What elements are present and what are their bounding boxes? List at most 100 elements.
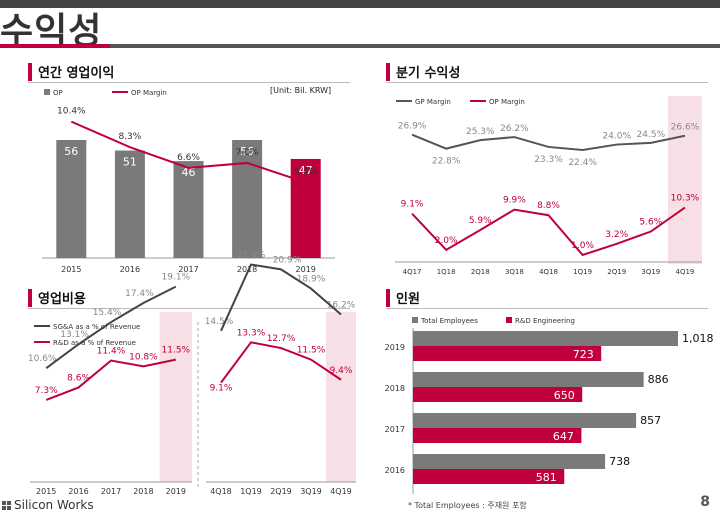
quarterly-tick-label: 4Q17 (403, 268, 422, 276)
legend-quarterly-op-margin-label: OP Margin (489, 98, 525, 106)
headcount-total-bar (413, 331, 678, 346)
opex-annual-rd-label: 10.8% (129, 352, 158, 362)
legend-sga-label: SG&A as a % of Revenue (53, 323, 140, 331)
opex-annual-rd-line (45, 358, 177, 401)
legend-rd-label: R&D as a % of Revenue (53, 339, 136, 347)
quarterly-tick-label: 2Q18 (471, 268, 490, 276)
annual-tick-label: 2015 (61, 265, 81, 274)
quarterly-tick-label: 3Q19 (641, 268, 660, 276)
annual-margin-label: 7.0% (236, 148, 259, 158)
quarterly-op-label: 9.9% (503, 196, 526, 206)
quarterly-gp-label: 24.0% (602, 132, 631, 142)
annual-bar-label: 47 (299, 164, 313, 177)
headcount-rd-label: 723 (573, 348, 594, 361)
section-title-annual-text: 연간 영업이익 (38, 66, 115, 81)
quarterly-op-label: 9.1% (401, 200, 424, 210)
opex-annual-rd-label: 8.6% (67, 373, 90, 383)
annual-tick-label: 2016 (120, 265, 140, 274)
quarterly-tick-label: 4Q18 (539, 268, 558, 276)
headcount-rd-bar (413, 346, 602, 361)
opex-quarterly-tick-label: 1Q19 (240, 487, 262, 496)
opex-annual-sga-label: 19.1% (162, 273, 191, 283)
panel-divider (386, 308, 708, 309)
legend-op-margin-label: OP Margin (131, 89, 167, 97)
opex-quarterly-sga-label: 14.5% (205, 317, 234, 327)
opex-quarterly-tick-label: 2Q19 (270, 487, 292, 496)
quarterly-op-label: 8.8% (537, 201, 560, 211)
quarterly-tick-label: 2Q19 (607, 268, 626, 276)
headcount-total-label: 886 (648, 373, 669, 386)
opex-annual-rd-label: 7.3% (35, 386, 58, 396)
legend-gp-margin-label: GP Margin (415, 98, 451, 106)
annual-margin-label: 10.4% (57, 107, 86, 117)
panel-divider (28, 308, 350, 309)
headcount-year-label: 2016 (385, 466, 405, 475)
headcount-rd-label: 581 (536, 471, 557, 484)
quarterly-highlight (667, 96, 702, 264)
annual-bar (290, 158, 321, 258)
quarterly-op-label: 3.2% (605, 230, 628, 240)
legend-total-employees-label: Total Employees (420, 317, 478, 325)
opex-quarterly-sga-label: 20.9% (273, 255, 302, 265)
annual-margin-label: 5.4% (294, 167, 317, 177)
legend-op-swatch (44, 89, 50, 95)
quarterly-tick-label: 3Q18 (505, 268, 524, 276)
quarterly-tick-label: 1Q19 (573, 268, 592, 276)
legend-total-employees-swatch (412, 317, 418, 323)
opex-quarterly-rd-label: 9.4% (330, 366, 353, 376)
opex-quarterly-sga-label: 21.4% (237, 251, 266, 261)
legend-rd-engineering-swatch (506, 317, 512, 323)
quarterly-gp-label: 24.5% (637, 130, 666, 140)
opex-quarterly-rd-label: 12.7% (267, 334, 296, 344)
headcount-rd-bar (413, 469, 565, 484)
opex-annual-tick-label: 2019 (166, 487, 186, 496)
headcount-total-bar (413, 454, 606, 469)
annual-bar (232, 140, 263, 258)
quarterly-tick-label: 4Q19 (676, 268, 695, 276)
opex-quarterly-rd-label: 9.1% (210, 384, 233, 394)
annual-margin-label: 6.6% (177, 153, 200, 163)
annual-tick-label: 2017 (178, 265, 198, 274)
headcount-year-label: 2017 (385, 425, 405, 434)
opex-annual-rd-label: 11.5% (162, 346, 191, 356)
section-marker (386, 62, 390, 81)
opex-quarterly-sga-line (220, 263, 342, 332)
headcount-year-label: 2018 (385, 384, 405, 393)
quarterly-gp-label: 22.8% (432, 157, 461, 167)
opex-quarterly-sga-label: 16.2% (327, 300, 356, 310)
quarterly-gp-label: 23.3% (534, 155, 563, 165)
annual-bar (114, 150, 145, 258)
quarterly-op-label: 10.3% (671, 194, 700, 204)
logo-text: Silicon Works (14, 498, 94, 512)
quarterly-gp-line (411, 133, 686, 152)
headcount-total-bar (413, 413, 637, 428)
opex-quarterly-sga-label: 18.9% (297, 275, 326, 285)
page-number: 8 (700, 494, 710, 510)
quarterly-op-line (411, 206, 686, 257)
opex-annual-tick-label: 2017 (101, 487, 121, 496)
logo-grid-icon (2, 500, 11, 510)
legend-rd-engineering-label: R&D Engineering (515, 317, 575, 325)
headcount-total-label: 738 (609, 455, 630, 468)
quarterly-gp-label: 26.6% (671, 123, 700, 133)
opex-annual-sga-label: 17.4% (125, 289, 154, 299)
opex-quarterly-rd-label: 13.3% (237, 328, 266, 338)
footnote: * Total Employees : 주재원 포함 (408, 501, 527, 510)
quarterly-gp-label: 26.9% (398, 122, 427, 132)
company-logo: Silicon Works (2, 498, 94, 512)
panel-divider (386, 82, 708, 83)
opex-annual-sga-line (45, 285, 177, 370)
annual-margin-label: 8.3% (118, 132, 141, 142)
annual-tick-label: 2018 (237, 265, 257, 274)
opex-quarterly-rd-label: 11.5% (297, 346, 326, 356)
quarterly-gp-label: 26.2% (500, 124, 529, 134)
title-underline (0, 44, 720, 48)
annual-bar-label: 56 (240, 145, 254, 158)
section-title-annual: 연간 영업이익 (28, 62, 114, 81)
quarterly-op-label: 2.0% (435, 236, 458, 246)
section-marker (386, 288, 390, 307)
annual-tick-label: 2019 (296, 265, 316, 274)
opex-annual-sga-label: 10.6% (28, 354, 57, 364)
headcount-total-label: 857 (640, 414, 661, 427)
